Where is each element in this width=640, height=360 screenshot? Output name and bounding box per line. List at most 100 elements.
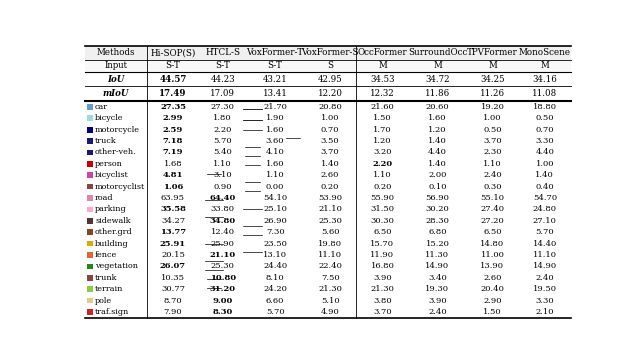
Text: 64.40: 64.40: [209, 194, 236, 202]
Text: 26.07: 26.07: [160, 262, 186, 270]
Text: S: S: [327, 61, 333, 70]
Text: 0.00: 0.00: [266, 183, 284, 191]
Text: 4.10: 4.10: [266, 148, 284, 157]
Text: terrain: terrain: [95, 285, 124, 293]
Text: 11.08: 11.08: [532, 89, 557, 98]
Text: 31.50: 31.50: [371, 206, 394, 213]
Text: 3.30: 3.30: [536, 137, 554, 145]
Text: 0.40: 0.40: [536, 183, 554, 191]
Text: 3.40: 3.40: [428, 274, 447, 282]
Bar: [88, 286, 93, 292]
Text: 34.25: 34.25: [480, 75, 505, 84]
Text: 17.09: 17.09: [210, 89, 236, 98]
Text: 1.40: 1.40: [428, 137, 447, 145]
Text: 6.50: 6.50: [483, 228, 502, 236]
Text: 13.90: 13.90: [481, 262, 504, 270]
Bar: [88, 229, 93, 235]
Text: 10.35: 10.35: [161, 274, 185, 282]
Text: 8.70: 8.70: [164, 297, 182, 305]
Text: 7.30: 7.30: [266, 228, 284, 236]
Text: S-T: S-T: [268, 61, 282, 70]
Text: 11.00: 11.00: [481, 251, 504, 259]
Text: IoU: IoU: [108, 75, 125, 84]
Bar: [88, 241, 93, 247]
Text: parking: parking: [95, 206, 127, 213]
Text: 54.70: 54.70: [532, 194, 557, 202]
Text: 42.95: 42.95: [317, 75, 342, 84]
Text: 26.90: 26.90: [263, 217, 287, 225]
Text: 21.30: 21.30: [371, 285, 394, 293]
Text: 5.10: 5.10: [321, 297, 339, 305]
Text: trunk: trunk: [95, 274, 118, 282]
Text: 12.32: 12.32: [370, 89, 395, 98]
Text: 3.20: 3.20: [373, 148, 392, 157]
Text: 1.00: 1.00: [483, 114, 502, 122]
Text: 6.80: 6.80: [428, 228, 447, 236]
Text: 13.10: 13.10: [263, 251, 287, 259]
Text: 0.70: 0.70: [321, 126, 339, 134]
Text: 54.10: 54.10: [263, 194, 287, 202]
Text: 3.70: 3.70: [483, 137, 502, 145]
Text: 1.90: 1.90: [266, 114, 284, 122]
Text: 14.40: 14.40: [532, 240, 557, 248]
Text: fence: fence: [95, 251, 117, 259]
Text: 11.10: 11.10: [318, 251, 342, 259]
Text: bicyclist: bicyclist: [95, 171, 129, 179]
Text: 56.90: 56.90: [426, 194, 449, 202]
Bar: [88, 150, 93, 155]
Text: 25.91: 25.91: [160, 240, 186, 248]
Text: 24.20: 24.20: [263, 285, 287, 293]
Text: 1.60: 1.60: [428, 114, 447, 122]
Text: HTCL-S: HTCL-S: [205, 48, 240, 57]
Text: 3.60: 3.60: [266, 137, 284, 145]
Text: 27.10: 27.10: [533, 217, 557, 225]
Bar: [88, 264, 93, 269]
Text: pole: pole: [95, 297, 112, 305]
Text: 3.30: 3.30: [536, 297, 554, 305]
Text: vegetation: vegetation: [95, 262, 138, 270]
Text: TPVFormer: TPVFormer: [467, 48, 518, 57]
Text: 1.00: 1.00: [321, 114, 339, 122]
Text: 8.30: 8.30: [212, 308, 233, 316]
Text: 0.50: 0.50: [536, 114, 554, 122]
Text: 19.20: 19.20: [481, 103, 504, 111]
Text: 31.20: 31.20: [210, 285, 236, 293]
Text: 1.40: 1.40: [536, 171, 554, 179]
Text: 19.50: 19.50: [533, 285, 557, 293]
Text: 18.80: 18.80: [533, 103, 557, 111]
Text: 19.80: 19.80: [318, 240, 342, 248]
Text: 4.90: 4.90: [321, 308, 339, 316]
Text: 63.95: 63.95: [161, 194, 185, 202]
Text: 2.20: 2.20: [372, 160, 392, 168]
Text: 7.18: 7.18: [163, 137, 183, 145]
Text: 6.60: 6.60: [266, 297, 284, 305]
Bar: [88, 309, 93, 315]
Text: Input: Input: [104, 61, 127, 70]
Text: 21.60: 21.60: [371, 103, 394, 111]
Text: 25.30: 25.30: [211, 262, 235, 270]
Text: 11.30: 11.30: [426, 251, 449, 259]
Bar: [88, 195, 93, 201]
Text: truck: truck: [95, 137, 116, 145]
Text: 5.70: 5.70: [536, 228, 554, 236]
Text: 23.50: 23.50: [263, 240, 287, 248]
Text: M: M: [378, 61, 387, 70]
Text: 24.40: 24.40: [263, 262, 287, 270]
Text: 28.30: 28.30: [426, 217, 449, 225]
Text: 0.20: 0.20: [373, 183, 392, 191]
Text: 2.90: 2.90: [483, 297, 502, 305]
Text: mIoU: mIoU: [102, 89, 129, 98]
Text: 35.58: 35.58: [160, 206, 186, 213]
Text: 5.70: 5.70: [266, 308, 284, 316]
Text: 13.41: 13.41: [262, 89, 287, 98]
Text: 1.60: 1.60: [266, 160, 284, 168]
Text: 2.40: 2.40: [483, 171, 502, 179]
Text: traf.sign: traf.sign: [95, 308, 129, 316]
Text: 4.40: 4.40: [536, 148, 554, 157]
Text: 2.99: 2.99: [163, 114, 183, 122]
Text: motorcycle: motorcycle: [95, 126, 140, 134]
Text: 1.68: 1.68: [164, 160, 182, 168]
Text: 27.30: 27.30: [211, 103, 235, 111]
Text: 11.86: 11.86: [425, 89, 450, 98]
Text: 1.70: 1.70: [373, 126, 392, 134]
